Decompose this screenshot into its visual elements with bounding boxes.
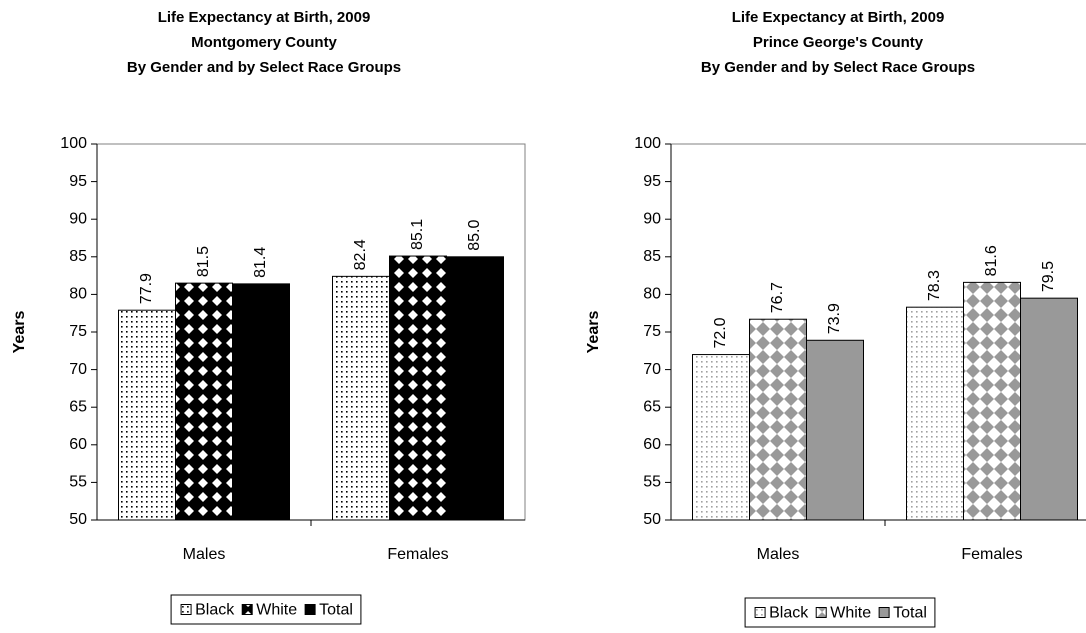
y-tick-label: 60 [69, 436, 87, 453]
x-tick-label: Females [961, 546, 1022, 563]
y-tick-label: 95 [69, 173, 87, 190]
data-label: 79.5 [1040, 261, 1057, 292]
data-label: 85.1 [409, 219, 426, 250]
legend-swatch [815, 607, 827, 618]
legend-label: White [256, 602, 297, 619]
data-label: 82.4 [352, 239, 369, 270]
data-label: 78.3 [926, 270, 943, 301]
chart-title: Prince George's County [753, 34, 924, 51]
y-tick-label: 100 [634, 135, 661, 152]
legend-label: White [830, 605, 871, 622]
legend-label: Total [319, 602, 353, 619]
y-tick-label: 100 [60, 135, 87, 152]
chart-panel: Life Expectancy at Birth, 2009 Prince Geo… [585, 9, 1086, 628]
x-tick-label: Males [183, 546, 226, 563]
chart-title: Life Expectancy at Birth, 2009 [732, 9, 945, 26]
y-tick-label: 75 [643, 323, 661, 340]
y-tick-label: 70 [69, 361, 87, 378]
legend: Black White Total [170, 594, 362, 625]
data-label: 81.4 [252, 247, 269, 278]
bar [1020, 297, 1078, 521]
y-tick-label: 60 [643, 436, 661, 453]
bar [906, 306, 964, 521]
legend-box [170, 594, 362, 625]
bar [963, 281, 1021, 521]
chart-title: By Gender and by Select Race Groups [701, 59, 975, 76]
bar [749, 318, 807, 521]
legend-label: Black [769, 605, 809, 622]
y-tick-label: 85 [643, 248, 661, 265]
legend-label: Total [893, 605, 927, 622]
y-tick-label: 90 [69, 210, 87, 227]
bar [692, 354, 750, 521]
y-tick-label: 80 [69, 286, 87, 303]
legend-swatch [304, 604, 316, 615]
legend-box [744, 597, 936, 628]
bar [118, 309, 176, 521]
x-tick-label: Females [387, 546, 448, 563]
bar [446, 256, 504, 521]
legend-swatch [878, 607, 890, 618]
data-label: 72.0 [712, 317, 729, 348]
bar [806, 339, 864, 521]
data-label: 85.0 [466, 220, 483, 251]
bar [175, 282, 233, 521]
y-tick-label: 50 [69, 511, 87, 528]
y-tick-label: 55 [69, 474, 87, 491]
bar [332, 275, 390, 521]
data-label: 81.5 [195, 246, 212, 277]
legend-swatch [754, 607, 766, 618]
y-tick-label: 95 [643, 173, 661, 190]
y-axis-label: Years [585, 311, 602, 354]
data-label: 76.7 [769, 282, 786, 313]
bar [232, 283, 290, 521]
data-label: 73.9 [826, 303, 843, 334]
y-tick-label: 80 [643, 286, 661, 303]
chart-panel: Life Expectancy at Birth, 2009 Montgomery… [11, 9, 526, 625]
y-tick-label: 85 [69, 248, 87, 265]
y-tick-label: 65 [69, 398, 87, 415]
y-axis-label: Years [11, 311, 28, 354]
legend-swatch [180, 604, 192, 615]
data-label: 77.9 [138, 273, 155, 304]
y-tick-label: 55 [643, 474, 661, 491]
data-label: 81.6 [983, 245, 1000, 276]
y-tick-label: 70 [643, 361, 661, 378]
y-tick-label: 75 [69, 323, 87, 340]
chart-title: By Gender and by Select Race Groups [127, 59, 401, 76]
y-tick-label: 90 [643, 210, 661, 227]
chart-title: Life Expectancy at Birth, 2009 [158, 9, 371, 26]
bar [389, 255, 447, 521]
chart-title: Montgomery County [191, 34, 337, 51]
legend: Black White Total [744, 597, 936, 628]
legend-swatch [241, 604, 253, 615]
y-tick-label: 50 [643, 511, 661, 528]
legend-label: Black [195, 602, 235, 619]
y-tick-label: 65 [643, 398, 661, 415]
x-tick-label: Males [757, 546, 800, 563]
